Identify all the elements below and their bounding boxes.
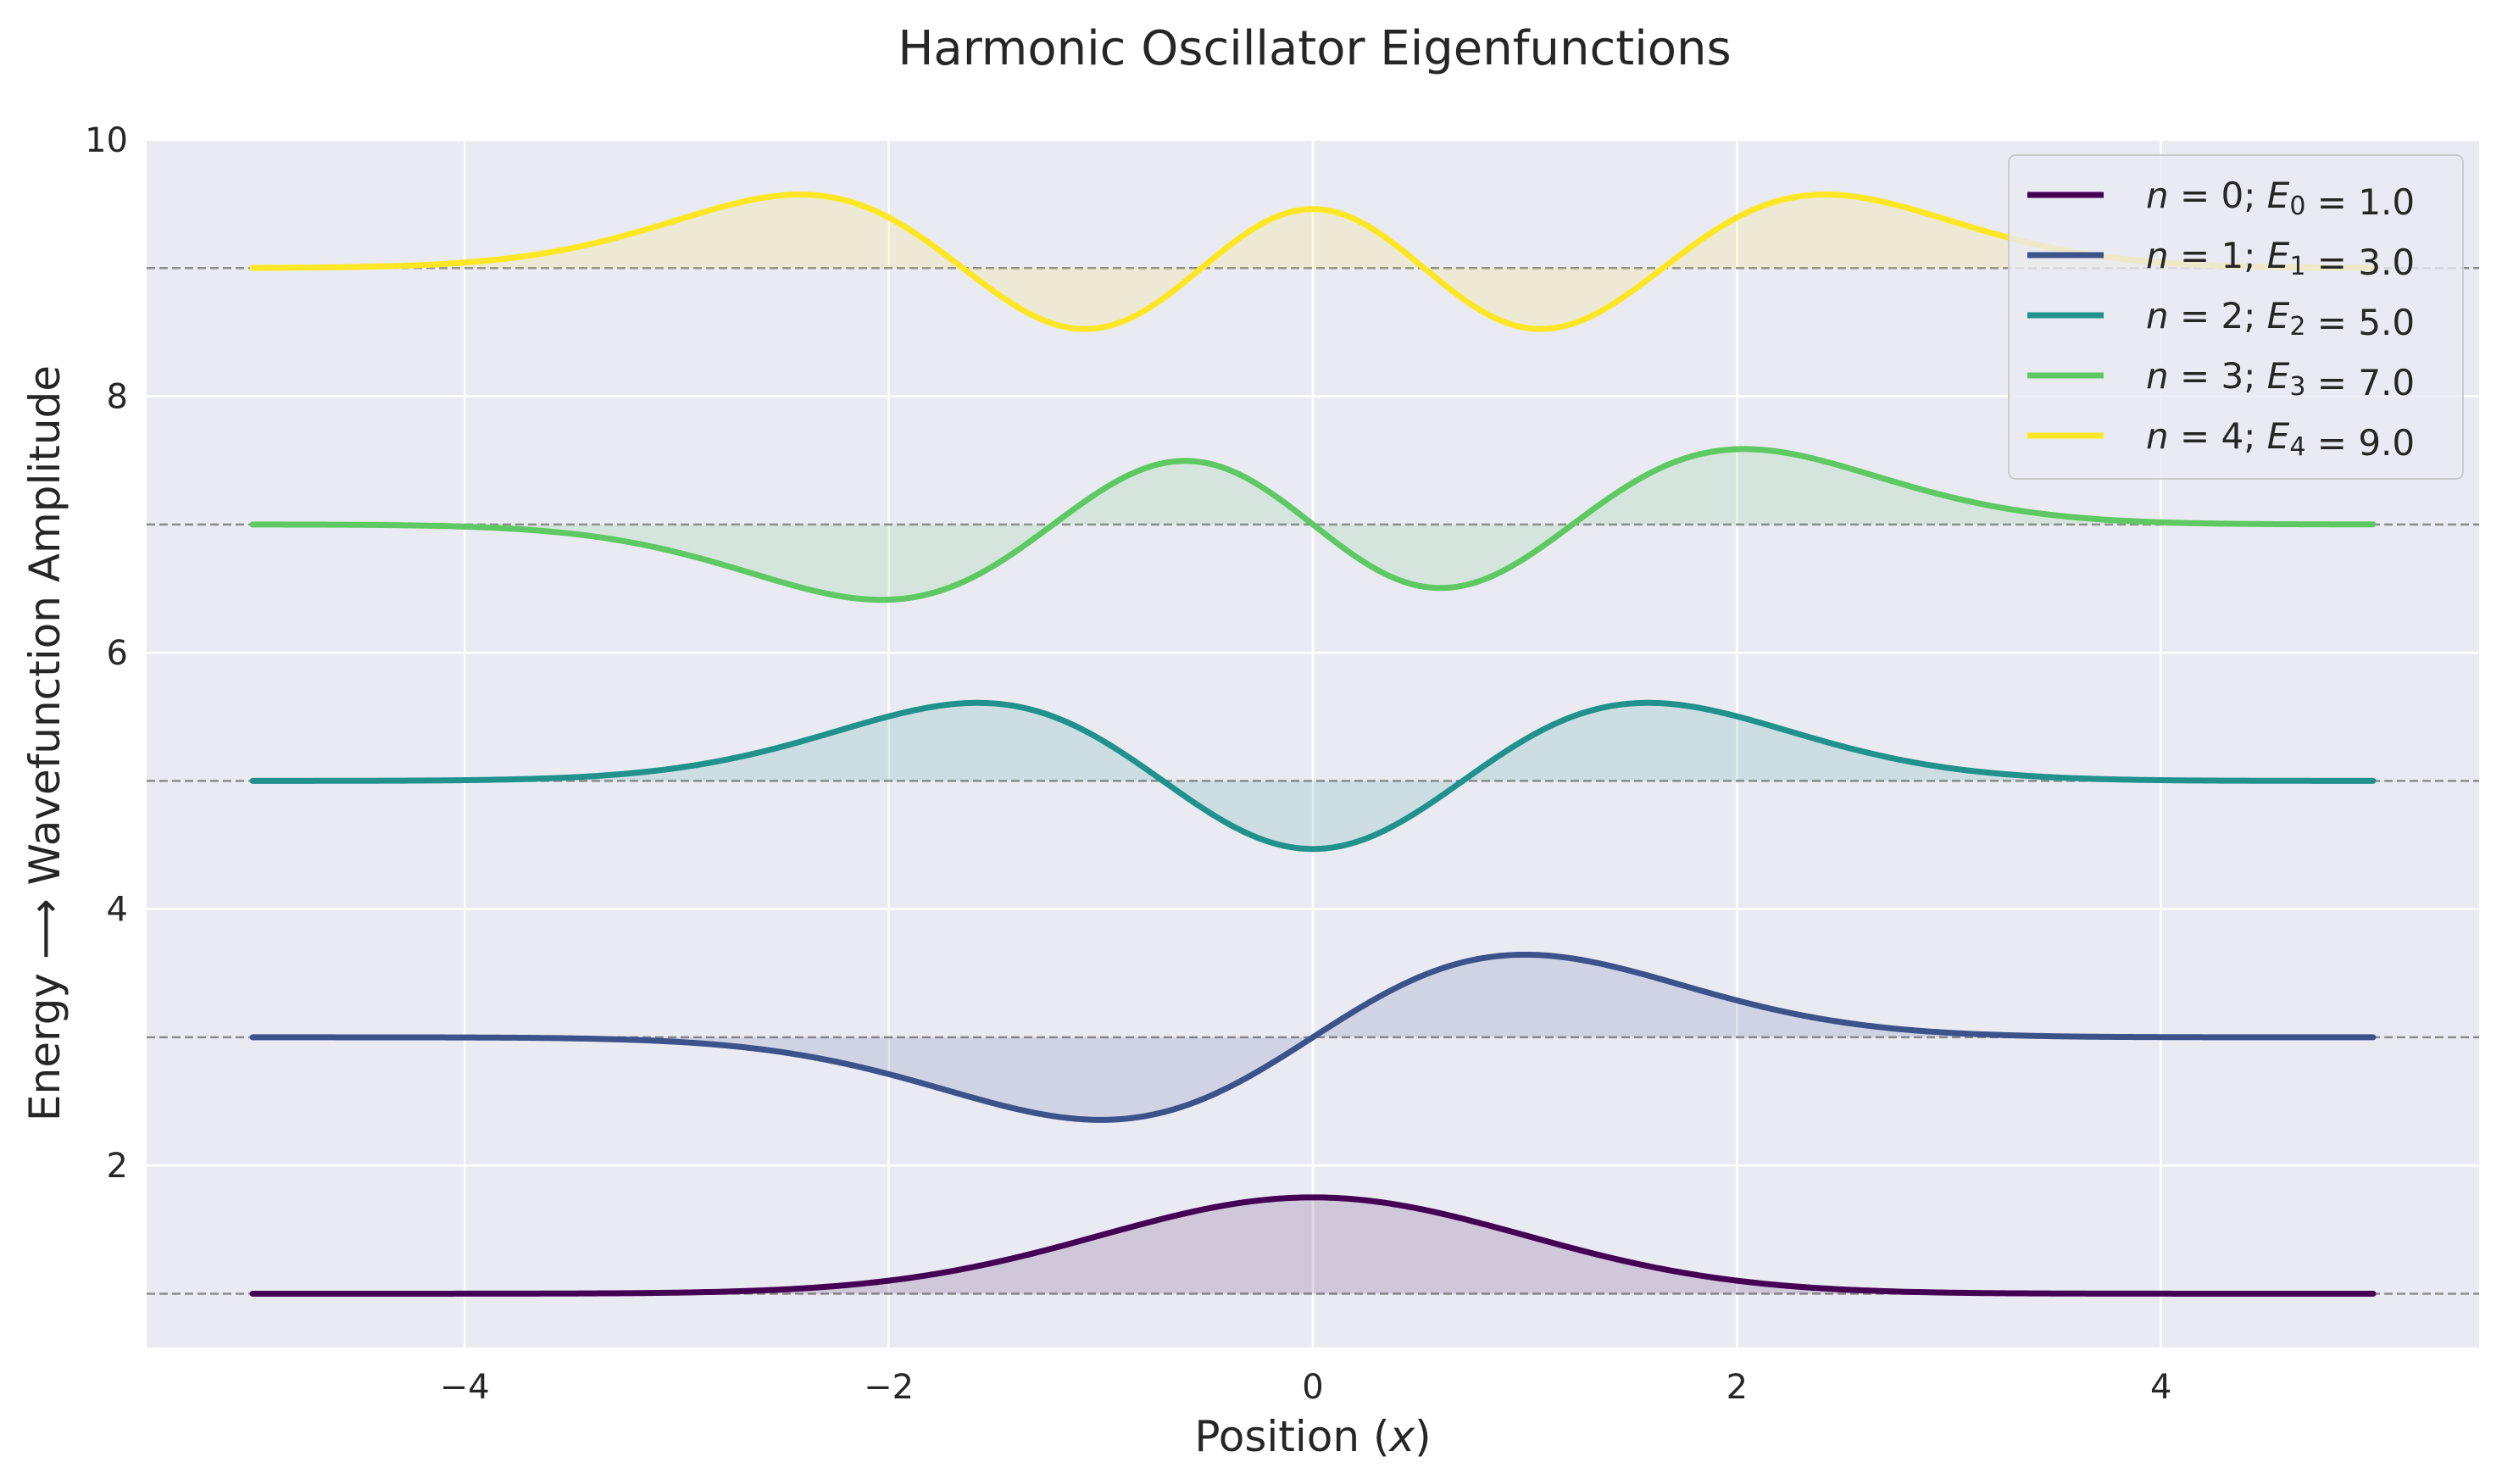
x-tick-label: −2	[864, 1368, 914, 1407]
y-tick-label: 8	[107, 378, 128, 417]
wavefunction-fill	[253, 954, 2373, 1120]
wavefunction-fill	[253, 1197, 2373, 1294]
wavefunction-line	[249, 951, 2377, 1123]
x-tick-label: 2	[1726, 1368, 1748, 1407]
legend: n = 0; E0 = 1.0 n = 1; E1 = 3.0 n = 2; E2 …	[2008, 154, 2464, 480]
chart-title: Harmonic Oscillator Eigenfunctions	[898, 21, 1731, 76]
x-tick-label: 4	[2150, 1368, 2171, 1407]
y-tick-label: 4	[107, 891, 128, 930]
legend-entry: n = 2; E2 = 5.0	[2146, 295, 2415, 343]
y-tick-label: 2	[107, 1147, 128, 1186]
x-tick-label: 0	[1302, 1368, 1323, 1407]
y-axis-label: Energy ⟶ Wavefunction Amplitude	[20, 365, 70, 1121]
wavefunction-line	[249, 446, 2377, 603]
legend-entry: n = 0; E0 = 1.0	[2146, 175, 2415, 223]
wavefunction-fill	[253, 703, 2373, 849]
wavefunction-line	[249, 1194, 2377, 1297]
x-tick-label: −4	[440, 1368, 490, 1407]
legend-entry: n = 4; E4 = 9.0	[2146, 415, 2415, 464]
legend-entry: n = 3; E3 = 7.0	[2146, 355, 2415, 403]
legend-box	[2008, 154, 2464, 480]
y-axis-ticks: 2 4 6 8 10	[85, 121, 128, 1186]
wavefunction-line	[249, 699, 2377, 853]
grid	[147, 138, 2479, 1348]
x-axis-ticks: −4 −2 0 2 4	[440, 1368, 2172, 1407]
y-tick-label: 6	[107, 634, 128, 673]
x-axis-label: Position (x)	[1194, 1412, 1431, 1461]
y-tick-label: 10	[85, 121, 128, 160]
legend-entry: n = 1; E1 = 3.0	[2146, 235, 2415, 283]
wavefunction-fill	[253, 194, 2373, 330]
